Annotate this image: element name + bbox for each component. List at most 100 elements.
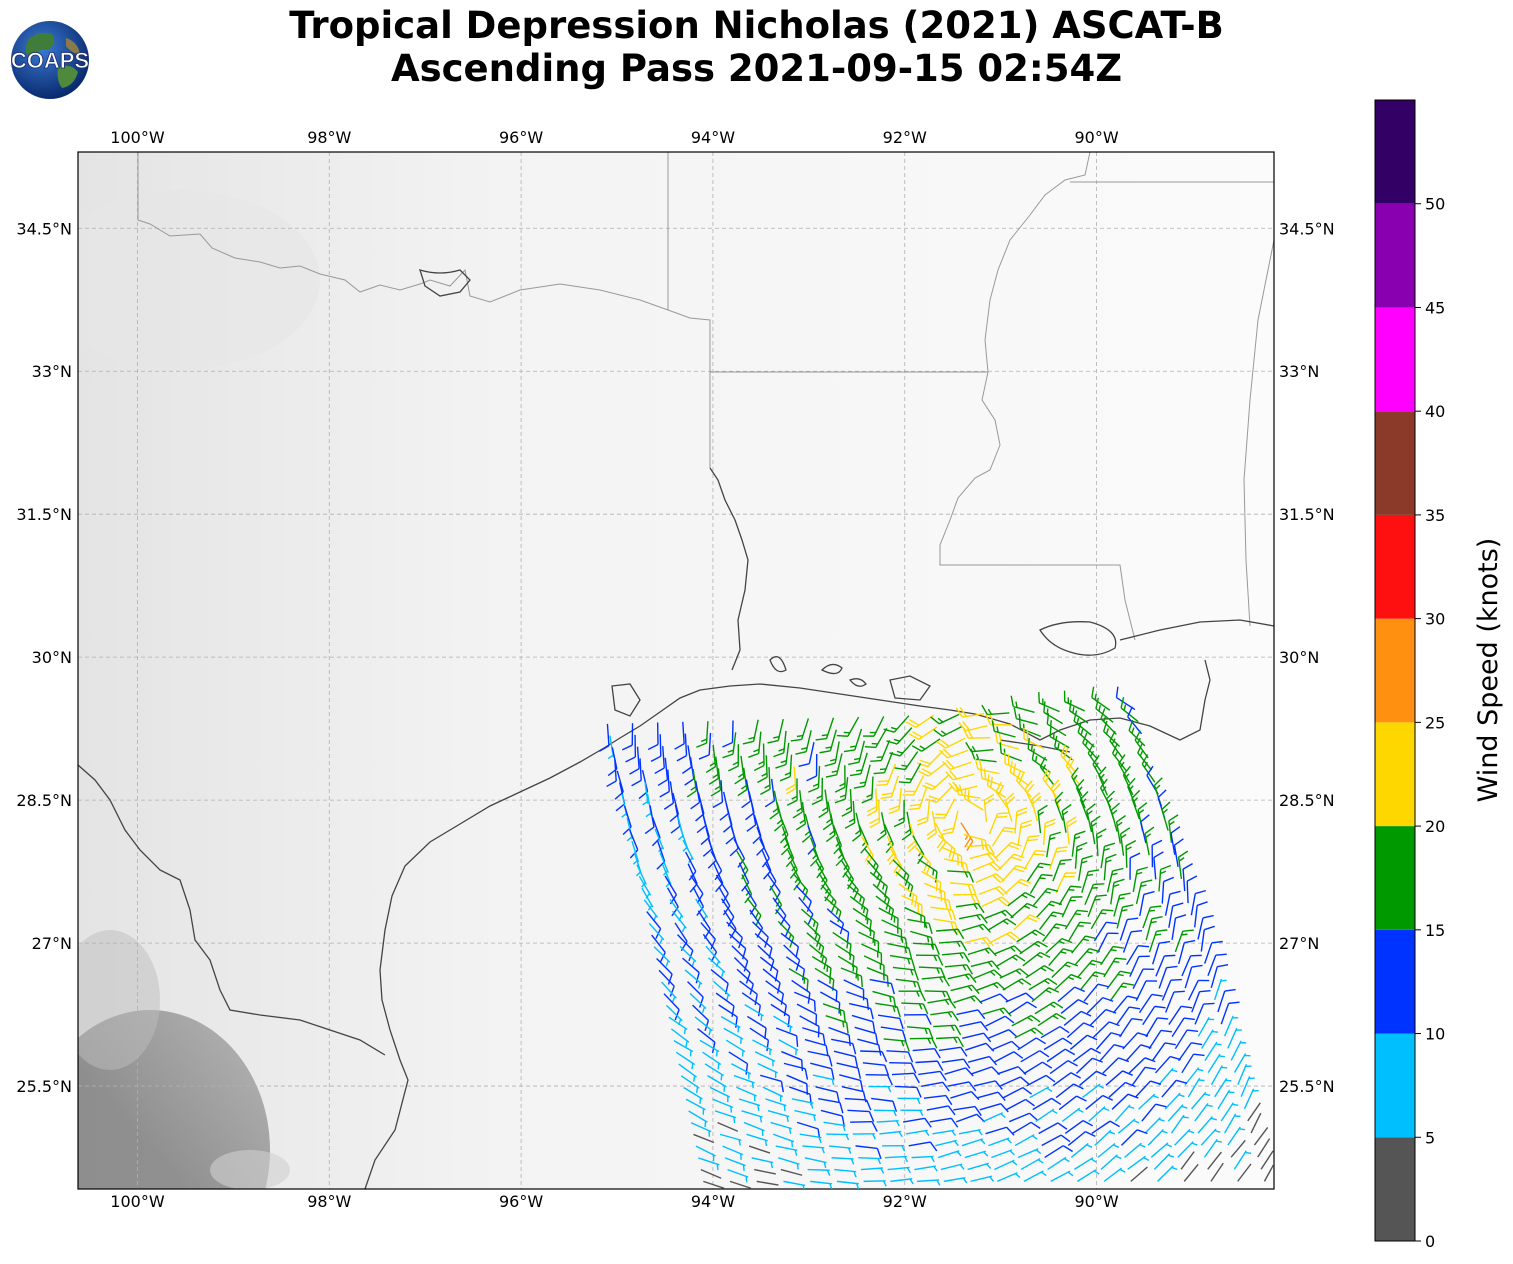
wind-barb xyxy=(880,775,899,800)
wind-barb xyxy=(937,834,956,861)
wind-barb xyxy=(807,1168,831,1176)
wind-barb xyxy=(983,793,995,823)
wind-barb xyxy=(1026,1074,1056,1087)
wind-barb xyxy=(690,780,701,810)
colorbar xyxy=(1374,99,1416,1242)
wind-barb xyxy=(794,1109,817,1121)
wind-barb xyxy=(702,1051,722,1070)
wind-barb xyxy=(748,1145,771,1154)
wind-barb xyxy=(958,1129,983,1136)
wind-barb xyxy=(811,777,824,806)
wind-barb xyxy=(917,1179,941,1186)
wind-barb xyxy=(778,1157,800,1170)
wind-barb xyxy=(1091,686,1111,711)
wind-barb xyxy=(941,846,963,867)
colorbar-tick-label: 45 xyxy=(1425,298,1445,317)
wind-barb xyxy=(741,1110,763,1123)
wind-barb xyxy=(1055,1083,1084,1099)
map-area xyxy=(78,152,1274,1189)
wind-barb xyxy=(1049,1060,1078,1075)
wind-barb xyxy=(981,896,1011,907)
wind-barb xyxy=(909,1037,938,1049)
wind-barb xyxy=(1207,953,1227,976)
wind-barb xyxy=(1060,999,1089,1015)
wind-barb xyxy=(684,969,703,989)
wind-barb xyxy=(848,740,866,766)
wind-barb xyxy=(943,1177,968,1184)
wind-barb xyxy=(921,1081,950,1092)
wind-barb xyxy=(792,790,803,819)
wind-barb xyxy=(1125,840,1137,868)
wind-barb xyxy=(918,762,947,777)
wind-barb xyxy=(941,952,971,963)
wind-barb xyxy=(937,1150,962,1159)
wind-barb xyxy=(1010,695,1035,713)
wind-barb xyxy=(762,968,781,994)
wind-barb xyxy=(915,954,944,966)
lat-label-left: 30°N xyxy=(32,648,72,667)
colorbar-tick-label: 25 xyxy=(1425,713,1445,732)
wind-barb xyxy=(861,836,874,866)
wind-barb xyxy=(1072,1047,1102,1063)
wind-barb xyxy=(712,780,724,809)
wind-barb xyxy=(710,768,722,797)
wind-barb xyxy=(722,1145,744,1160)
wind-barb xyxy=(1113,892,1131,917)
wind-barb xyxy=(1119,917,1139,941)
wind-barb xyxy=(1115,814,1126,844)
wind-barb xyxy=(663,781,675,810)
wind-barb xyxy=(791,1098,814,1109)
wind-barb xyxy=(656,840,666,870)
wind-barb xyxy=(1077,959,1103,978)
wind-barb xyxy=(864,727,888,749)
wind-barb xyxy=(1210,964,1229,989)
wind-barb xyxy=(1088,1106,1110,1122)
wind-barb xyxy=(757,1062,778,1078)
wind-barb xyxy=(1085,1094,1113,1110)
wind-barb xyxy=(1048,948,1074,966)
wind-barb xyxy=(767,991,787,1017)
wind-barb xyxy=(1106,867,1124,893)
wind-barb xyxy=(947,870,975,883)
wind-barb xyxy=(1064,1119,1094,1135)
wind-barb xyxy=(656,957,673,985)
wind-barb xyxy=(973,969,1003,980)
wind-barb xyxy=(1122,930,1143,953)
wind-barb xyxy=(780,1168,803,1176)
wind-barb xyxy=(847,1109,875,1122)
wind-barb xyxy=(770,1121,792,1135)
wind-barb xyxy=(930,906,957,921)
wind-barb xyxy=(1002,1086,1033,1099)
wind-barb xyxy=(1023,1061,1053,1075)
wind-barb xyxy=(901,1002,929,1015)
wind-barb xyxy=(654,745,665,775)
wind-barb xyxy=(1151,839,1163,868)
colorbar-frame xyxy=(1374,99,1416,1242)
wind-barb xyxy=(1011,1121,1041,1135)
wind-barb xyxy=(1223,1015,1239,1037)
wind-barb xyxy=(722,720,734,748)
wind-barb xyxy=(1001,864,1028,883)
wind-barb xyxy=(1171,914,1187,940)
wind-barb xyxy=(1074,947,1101,966)
wind-barb xyxy=(1167,1104,1188,1122)
wind-barb xyxy=(1126,945,1150,965)
wind-barb xyxy=(969,852,999,863)
wind-barb xyxy=(1109,982,1135,1002)
wind-barb xyxy=(795,730,812,755)
terrain-shading-4 xyxy=(78,190,320,370)
wind-barb xyxy=(840,967,863,988)
wind-barb xyxy=(863,716,885,737)
wind-barb xyxy=(818,1097,844,1114)
wind-barb xyxy=(683,1086,703,1104)
wind-barb xyxy=(1174,1128,1195,1146)
wind-barb xyxy=(1044,1145,1073,1159)
wind-barb xyxy=(722,732,737,759)
wind-barb xyxy=(657,757,669,787)
wind-barb xyxy=(650,734,662,762)
wind-barb xyxy=(1057,986,1086,1003)
wind-barb xyxy=(773,1015,793,1033)
wind-barb xyxy=(1084,883,1105,906)
wind-barb xyxy=(1187,1077,1205,1098)
wind-barb xyxy=(1158,1067,1178,1086)
